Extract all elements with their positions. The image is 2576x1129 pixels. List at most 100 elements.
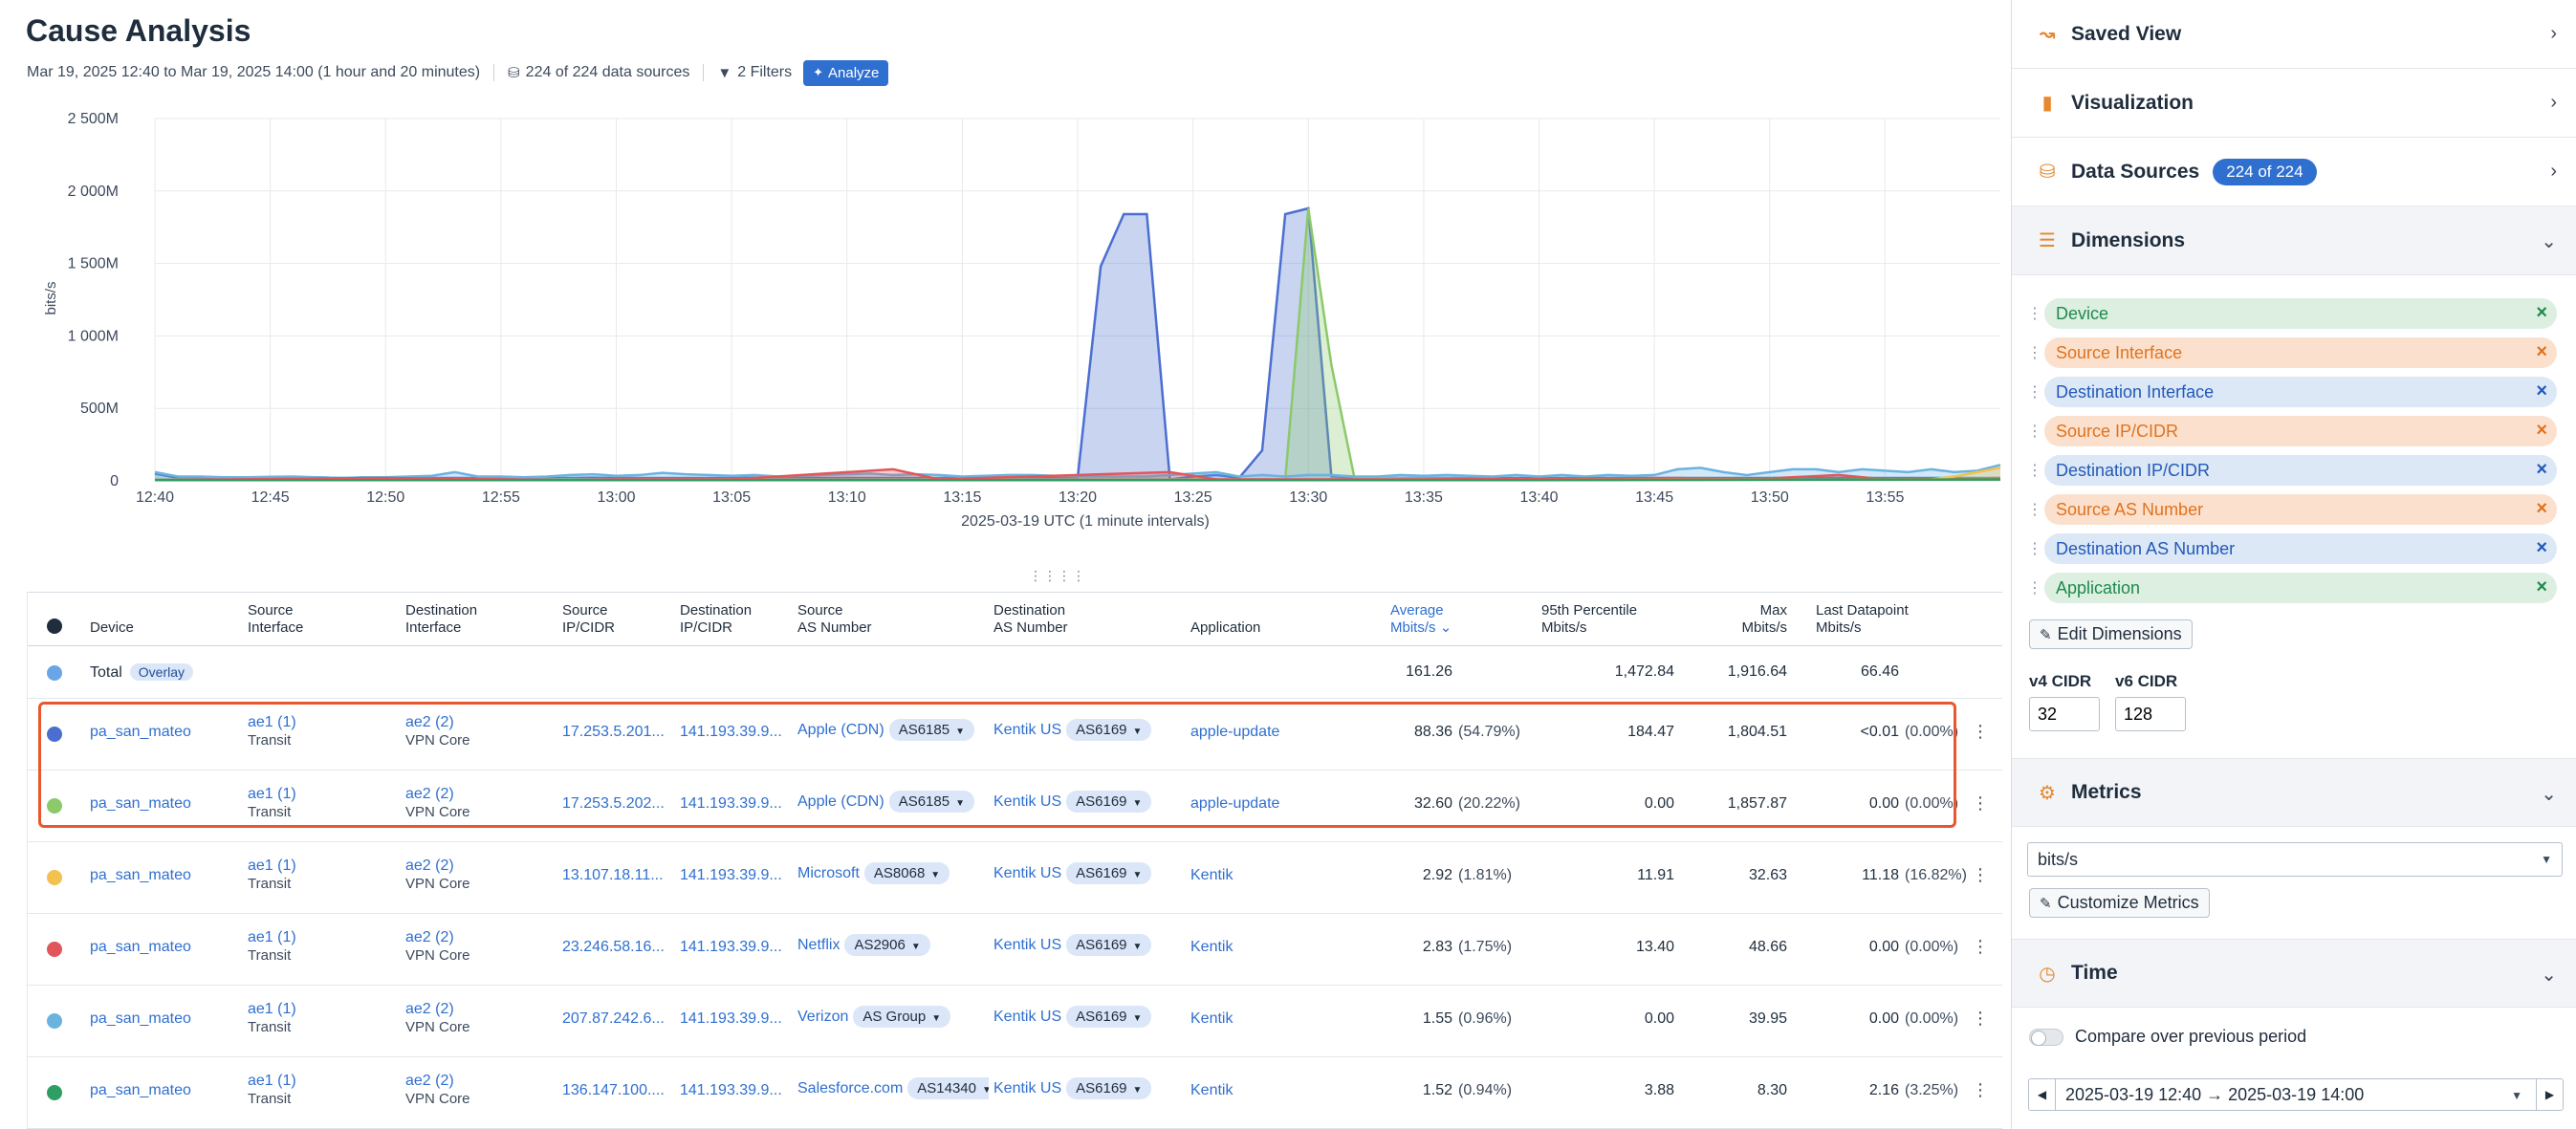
destination-ip-link[interactable]: 141.193.39.9... [680,867,782,883]
drag-handle-icon[interactable]: ⋮⋮ [2027,423,2056,440]
dimensions-section[interactable]: ☰ Dimensions ⌄ [2012,206,2576,275]
source-as-link[interactable]: Microsoft [797,865,860,881]
col-source-ip[interactable]: Source IP/CIDR [562,602,615,637]
source-ip-link[interactable]: 17.253.5.201... [562,724,665,740]
remove-icon[interactable]: × [2536,380,2547,402]
destination-ip-link[interactable]: 141.193.39.9... [680,1082,782,1098]
application-link[interactable]: Kentik [1190,1082,1233,1098]
source-as-link[interactable]: Verizon [797,1009,849,1025]
destination-interface-link[interactable]: ae2 (2) [405,1073,454,1089]
source-ip-link[interactable]: 17.253.5.202... [562,795,665,812]
source-interface-cell[interactable]: ae1 (1) Transit [248,713,296,749]
source-as-pill[interactable]: AS14340 ▼ [907,1077,989,1099]
destination-interface-link[interactable]: ae2 (2) [405,1001,454,1017]
table-row[interactable]: pa_san_mateo ae1 (1) Transit ae2 (2) VPN Cor… [28,914,2002,986]
dimension-pill[interactable]: Destination Interface × [2044,377,2557,407]
device-link[interactable]: pa_san_mateo [90,1082,191,1098]
remove-icon[interactable]: × [2536,341,2547,362]
col-application[interactable]: Application [1190,619,1261,636]
source-as-pill[interactable]: AS6185 ▼ [888,719,974,741]
source-interface-link[interactable]: ae1 (1) [248,786,296,802]
destination-as-pill[interactable]: AS6169 ▼ [1066,791,1152,813]
filters-link[interactable]: 2 Filters [737,64,793,80]
row-menu-icon[interactable]: ⋮ [1972,793,1989,813]
data-sources-link[interactable]: 224 of 224 data sources [525,64,690,80]
saved-view-section[interactable]: ↝ Saved View › [2012,0,2576,69]
compare-toggle[interactable] [2029,1028,2063,1046]
destination-ip-link[interactable]: 141.193.39.9... [680,939,782,955]
destination-ip-link[interactable]: 141.193.39.9... [680,724,782,740]
destination-as-link[interactable]: Kentik US [993,722,1062,738]
source-as-pill[interactable]: AS8068 ▼ [863,862,950,884]
series-line[interactable] [154,464,2001,480]
destination-ip-link[interactable]: 141.193.39.9... [680,795,782,812]
time-range-selector[interactable]: ◀ 2025-03-19 12:40 → 2025-03-19 14:00 ▼ … [2028,1078,2564,1111]
application-link[interactable]: Kentik [1190,939,1233,955]
dimension-pill[interactable]: Source AS Number × [2044,494,2557,525]
device-link[interactable]: pa_san_mateo [90,867,191,883]
source-ip-link[interactable]: 136.147.100.... [562,1082,665,1098]
total-row[interactable]: Total Overlay 161.26 1,472.84 1,916.64 66… [28,646,2002,699]
dimension-pill[interactable]: Source IP/CIDR × [2044,416,2557,446]
dimension-pill[interactable]: Destination IP/CIDR × [2044,455,2557,486]
application-link[interactable]: apple-update [1190,795,1280,812]
device-link[interactable]: pa_san_mateo [90,795,191,812]
row-menu-icon[interactable]: ⋮ [1972,865,1989,884]
destination-ip-link[interactable]: 141.193.39.9... [680,1010,782,1027]
time-section[interactable]: ◷ Time ⌄ [2012,939,2576,1008]
source-interface-cell[interactable]: ae1 (1) Transit [248,785,296,821]
row-menu-icon[interactable]: ⋮ [1972,1009,1989,1028]
v4-cidr-input[interactable] [2029,697,2100,731]
table-row[interactable]: pa_san_mateo ae1 (1) Transit ae2 (2) VPN Cor… [28,986,2002,1057]
drag-handle-icon[interactable]: ⋮⋮ [2027,502,2056,518]
destination-interface-link[interactable]: ae2 (2) [405,929,454,945]
dimension-pill[interactable]: Application × [2044,573,2557,603]
drag-handle-icon[interactable]: ⋮⋮ [2027,463,2056,479]
destination-interface-link[interactable]: ae2 (2) [405,714,454,730]
destination-as-pill[interactable]: AS6169 ▼ [1066,1006,1152,1028]
source-interface-cell[interactable]: ae1 (1) Transit [248,857,296,893]
device-link[interactable]: pa_san_mateo [90,1010,191,1027]
table-row[interactable]: pa_san_mateo ae1 (1) Transit ae2 (2) VPN Cor… [28,1057,2002,1129]
remove-icon[interactable]: × [2536,537,2547,558]
col-source-interface[interactable]: Source Interface [248,602,303,637]
edit-dimensions-button[interactable]: ✎ Edit Dimensions [2029,619,2193,649]
visualization-section[interactable]: ▮ Visualization › [2012,69,2576,138]
source-as-link[interactable]: Salesforce.com [797,1080,904,1096]
source-interface-link[interactable]: ae1 (1) [248,714,296,730]
data-sources-section[interactable]: ⛁ Data Sources 224 of 224 › [2012,138,2576,206]
destination-as-pill[interactable]: AS6169 ▼ [1066,934,1152,956]
source-as-link[interactable]: Netflix [797,937,840,953]
destination-interface-cell[interactable]: ae2 (2) VPN Core [405,1000,470,1036]
dimension-pill[interactable]: Source Interface × [2044,337,2557,368]
col-source-as[interactable]: Source AS Number [797,602,872,637]
legend-dot[interactable] [47,619,62,634]
col-destination-as[interactable]: Destination AS Number [993,602,1068,637]
row-menu-icon[interactable]: ⋮ [1972,937,1989,956]
drag-handle-icon[interactable]: ⋮⋮ [2027,345,2056,361]
destination-as-pill[interactable]: AS6169 ▼ [1066,1077,1152,1099]
application-link[interactable]: Kentik [1190,1010,1233,1027]
row-menu-icon[interactable]: ⋮ [1972,722,1989,741]
resize-grip-icon[interactable]: ⋮⋮⋮⋮ [1029,568,1086,583]
source-as-pill[interactable]: AS Group ▼ [853,1006,951,1028]
source-interface-cell[interactable]: ae1 (1) Transit [248,1072,296,1108]
destination-as-link[interactable]: Kentik US [993,1009,1062,1025]
source-ip-link[interactable]: 23.246.58.16... [562,939,665,955]
dimension-pill[interactable]: Destination AS Number × [2044,533,2557,564]
destination-interface-cell[interactable]: ae2 (2) VPN Core [405,1072,470,1108]
application-link[interactable]: Kentik [1190,867,1233,883]
remove-icon[interactable]: × [2536,576,2547,597]
analyze-button[interactable]: ✦ Analyze [803,59,889,86]
device-link[interactable]: pa_san_mateo [90,939,191,955]
destination-interface-link[interactable]: ae2 (2) [405,786,454,802]
drag-handle-icon[interactable]: ⋮⋮ [2027,541,2056,557]
metric-select[interactable]: bits/s ▼ [2027,842,2563,877]
next-period-button[interactable]: ▶ [2536,1079,2563,1110]
destination-as-link[interactable]: Kentik US [993,793,1062,810]
series-line[interactable] [155,478,2001,482]
series-color-dot[interactable] [47,942,62,957]
drag-handle-icon[interactable]: ⋮⋮ [2027,306,2056,322]
destination-as-link[interactable]: Kentik US [993,1080,1062,1096]
series-color-dot[interactable] [47,1085,62,1100]
